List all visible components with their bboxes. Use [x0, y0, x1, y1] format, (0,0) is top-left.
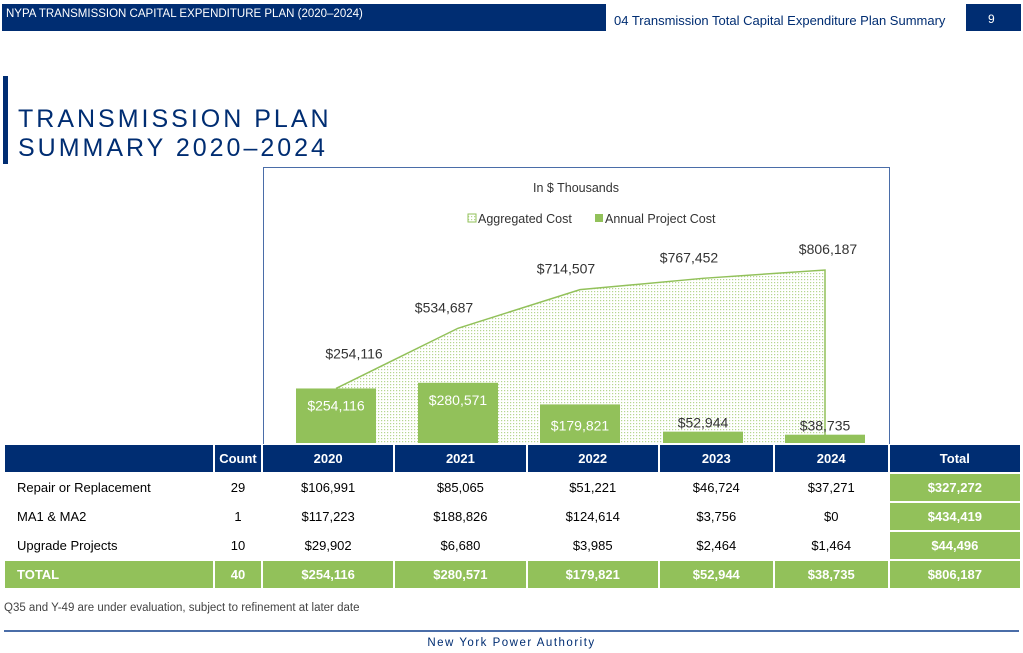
section-title: 04 Transmission Total Capital Expenditur… [606, 4, 966, 31]
annual-label-2021: $280,571 [429, 392, 488, 408]
table-row: Repair or Replacement 29 $106,991 $85,065 $5… [5, 474, 1020, 501]
footer-divider [4, 630, 1019, 632]
table-cell: $117,223 [301, 509, 355, 524]
column-header-2020: 2020 [263, 445, 394, 472]
annual-label-2022: $179,821 [551, 417, 610, 433]
row-total-cell: $434,419 [889, 503, 1020, 530]
annual-bar-2021 [418, 382, 498, 443]
table-cell: $188,826 [433, 509, 488, 524]
legend-label-aggregated: Aggregated Cost [478, 212, 572, 226]
table-cell: $6,680 [440, 538, 481, 553]
table-cell: $46,724 [692, 480, 740, 495]
column-header-total: Total [889, 445, 1020, 472]
annual-bar-2024 [785, 434, 865, 443]
table-cell: $254,116 [263, 561, 394, 588]
row-label: MA1 & MA2 [17, 509, 87, 524]
annual-bar-2022 [540, 404, 620, 443]
chart-subtitle: In $ Thousands [533, 181, 619, 195]
table-cell: $3,756 [696, 509, 737, 524]
table-cell: $280,571 [395, 561, 526, 588]
total-row: TOTAL 40 $254,116 $280,571 $179,821 $52,944 $3… [5, 561, 1020, 588]
table-cell: $52,944 [659, 561, 773, 588]
column-header-count: Count [215, 445, 261, 472]
chart-frame [263, 167, 890, 444]
aggregated-label-2024: $806,187 [799, 241, 858, 257]
page-title: TRANSMISSION PLAN SUMMARY 2020–2024 [18, 105, 332, 163]
table-cell: $85,065 [436, 480, 484, 495]
legend-swatch-aggregated [467, 213, 477, 223]
table-cell: $51,221 [569, 480, 617, 495]
column-header-2021: 2021 [395, 445, 526, 472]
annual-label-2020: $254,116 [307, 397, 365, 413]
table-cell: 1 [234, 509, 242, 524]
document-title: NYPA TRANSMISSION CAPITAL EXPENDITURE PL… [6, 8, 363, 20]
table-cell: $37,271 [807, 480, 855, 495]
title-line-1: TRANSMISSION PLAN [18, 105, 332, 133]
table-cell: $1,464 [811, 538, 852, 553]
row-total-cell: $44,496 [889, 532, 1020, 559]
table-row: MA1 & MA2 1 $117,223 $188,826 $124,614 $3,756… [5, 503, 1020, 530]
table-row: Upgrade Projects 10 $29,902 $6,680 $3,985 $2,… [5, 532, 1020, 559]
column-header-2022: 2022 [527, 445, 658, 472]
title-line-2: SUMMARY 2020–2024 [18, 134, 328, 162]
table-cell: $179,821 [527, 561, 658, 588]
table-cell: $3,985 [572, 538, 613, 553]
aggregated-label-2021: $534,687 [415, 299, 474, 315]
table-cell: $124,614 [565, 509, 620, 524]
legend-label-annual: Annual Project Cost [605, 212, 716, 226]
aggregated-label-2020: $254,116 [325, 345, 383, 361]
table-cell: 10 [230, 538, 246, 553]
annual-bar-2020 [296, 388, 376, 443]
column-header-label [5, 445, 213, 472]
aggregated-cost-line [335, 269, 826, 443]
row-total-cell: $806,187 [889, 561, 1020, 588]
aggregated-label-2022: $714,507 [537, 261, 596, 277]
row-label: TOTAL [5, 561, 213, 588]
table-cell: $38,735 [774, 561, 888, 588]
table-cell: $0 [823, 509, 839, 524]
annual-label-2024: $38,735 [800, 418, 851, 434]
table-cell: 29 [230, 480, 246, 495]
footnote: Q35 and Y-49 are under evaluation, subje… [4, 602, 360, 614]
column-header-2024: 2024 [774, 445, 888, 472]
table-cell: $2,464 [696, 538, 737, 553]
title-accent-bar [3, 76, 8, 164]
row-total-cell: $327,272 [889, 474, 1020, 501]
column-header-2023: 2023 [659, 445, 773, 472]
annual-label-2023: $52,944 [678, 415, 729, 431]
row-label: Upgrade Projects [17, 538, 118, 553]
table-cell: 40 [215, 561, 261, 588]
table-cell: $106,991 [301, 480, 356, 495]
row-label: Repair or Replacement [17, 480, 151, 495]
annual-bar-2023 [663, 431, 743, 443]
aggregated-label-2023: $767,452 [660, 249, 719, 265]
summary-table: Count 2020 2021 2022 2023 2024 Total Repair or … [3, 443, 1022, 590]
page-number: 9 [988, 12, 995, 26]
legend-swatch-annual [595, 214, 603, 222]
footer-text: New York Power Authority [427, 637, 596, 649]
table-cell: $29,902 [304, 538, 352, 553]
